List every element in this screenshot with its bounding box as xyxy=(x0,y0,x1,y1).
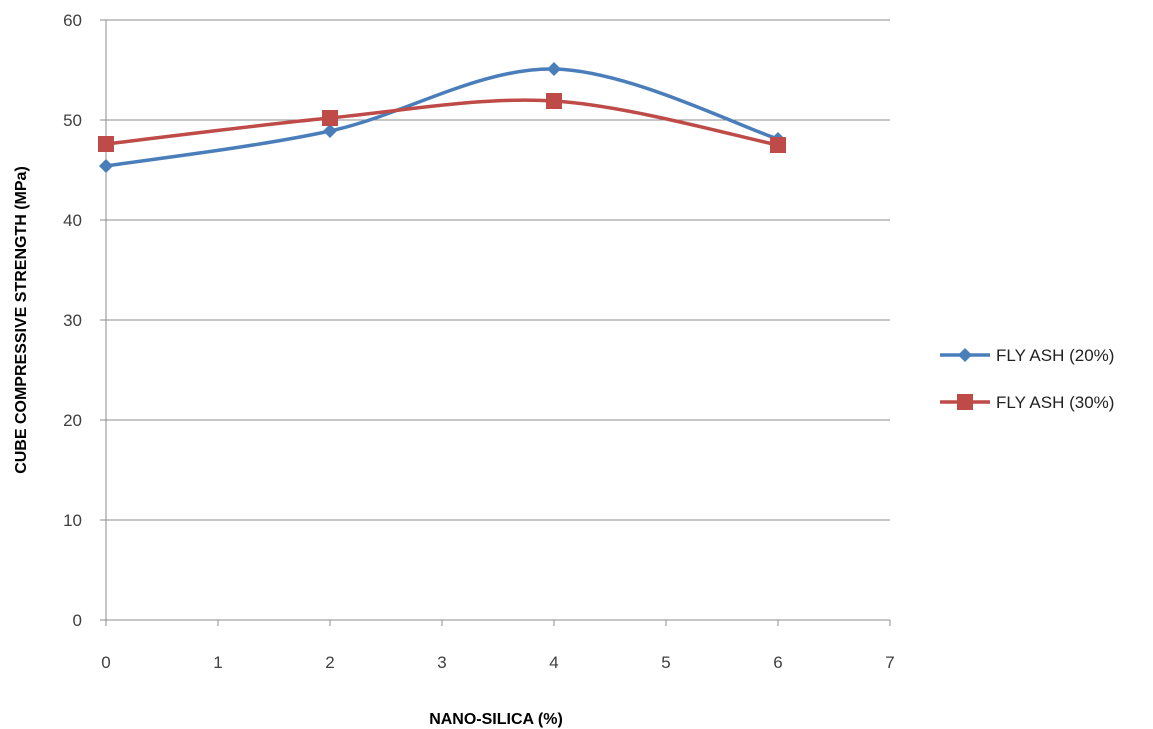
data-point xyxy=(546,93,562,109)
series-line xyxy=(104,98,780,147)
y-axis-title: CUBE COMPRESSIVE STRENGTH (MPa) xyxy=(13,166,30,474)
series-1 xyxy=(99,62,785,173)
x-tick-label: 4 xyxy=(549,653,558,672)
y-tick-label: 50 xyxy=(63,111,82,130)
x-tick-label: 3 xyxy=(437,653,446,672)
legend-label: FLY ASH (30%) xyxy=(996,393,1114,412)
y-tick-label: 20 xyxy=(63,411,82,430)
x-tick-label: 5 xyxy=(661,653,670,672)
legend: FLY ASH (20%) FLY ASH (30%) xyxy=(940,346,1114,412)
data-point xyxy=(322,110,338,126)
y-tick-label: 0 xyxy=(73,611,82,630)
series-layer xyxy=(98,62,786,173)
legend-marker xyxy=(957,394,973,410)
series-line xyxy=(104,67,780,168)
x-tick-label: 2 xyxy=(325,653,334,672)
x-tick-label: 0 xyxy=(101,653,110,672)
data-point xyxy=(547,62,561,76)
x-tick-label: 6 xyxy=(773,653,782,672)
y-tick-label: 40 xyxy=(63,211,82,230)
y-tick-label: 60 xyxy=(63,11,82,30)
data-point xyxy=(99,159,113,173)
legend-label: FLY ASH (20%) xyxy=(996,346,1114,365)
series-2 xyxy=(98,93,786,153)
axes xyxy=(100,19,891,626)
x-tick-label: 7 xyxy=(885,653,894,672)
x-tick-labels: 0 1 2 3 4 5 6 7 xyxy=(101,653,894,672)
y-tick-label: 10 xyxy=(63,511,82,530)
data-point xyxy=(770,137,786,153)
data-point xyxy=(98,136,114,152)
gridlines xyxy=(106,19,890,521)
legend-item-1: FLY ASH (20%) xyxy=(940,346,1114,365)
legend-item-2: FLY ASH (30%) xyxy=(940,393,1114,412)
y-tick-labels: 0 10 20 30 40 50 60 xyxy=(63,11,82,630)
x-tick-label: 1 xyxy=(213,653,222,672)
x-axis-title: NANO-SILICA (%) xyxy=(429,711,563,728)
y-tick-label: 30 xyxy=(63,311,82,330)
data-point xyxy=(323,124,337,138)
legend-marker xyxy=(958,348,972,362)
